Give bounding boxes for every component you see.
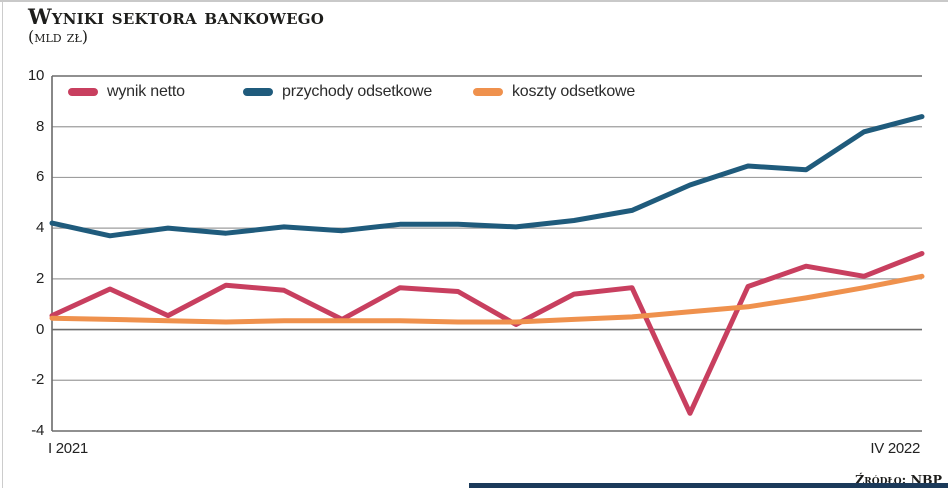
- legend-label: koszty odsetkowe: [512, 83, 636, 100]
- y-axis-tick-label: -2: [31, 371, 44, 389]
- chart-title: Wyniki sektora bankowego: [28, 4, 325, 29]
- legend-item-przychody: przychody odsetkowe: [243, 83, 432, 101]
- legend-label: przychody odsetkowe: [282, 83, 433, 100]
- chart-subtitle: (mld zł): [28, 27, 88, 46]
- legend-swatch-red: [68, 88, 98, 96]
- y-axis-tick-label: 0: [35, 320, 44, 338]
- x-axis-label-last: IV 2022: [870, 440, 920, 457]
- y-axis-tick-label: 4: [35, 219, 44, 237]
- y-axis-tick-label: 2: [35, 269, 44, 287]
- y-axis-tick-label: 10: [27, 67, 44, 84]
- legend-label: wynik netto: [107, 83, 185, 100]
- page-left-border: [2, 2, 3, 488]
- legend-item-wynik-netto: wynik netto: [68, 83, 185, 101]
- y-axis-tick-label: 8: [35, 117, 44, 135]
- legend-swatch-blue: [243, 88, 273, 96]
- x-axis-label-first: I 2021: [48, 440, 88, 457]
- y-axis-tick-label: 6: [35, 168, 44, 186]
- bottom-accent-bar: [469, 483, 948, 488]
- legend-item-koszty: koszty odsetkowe: [473, 83, 635, 101]
- legend-swatch-orange: [473, 88, 503, 96]
- y-axis-tick-label: -4: [31, 422, 44, 439]
